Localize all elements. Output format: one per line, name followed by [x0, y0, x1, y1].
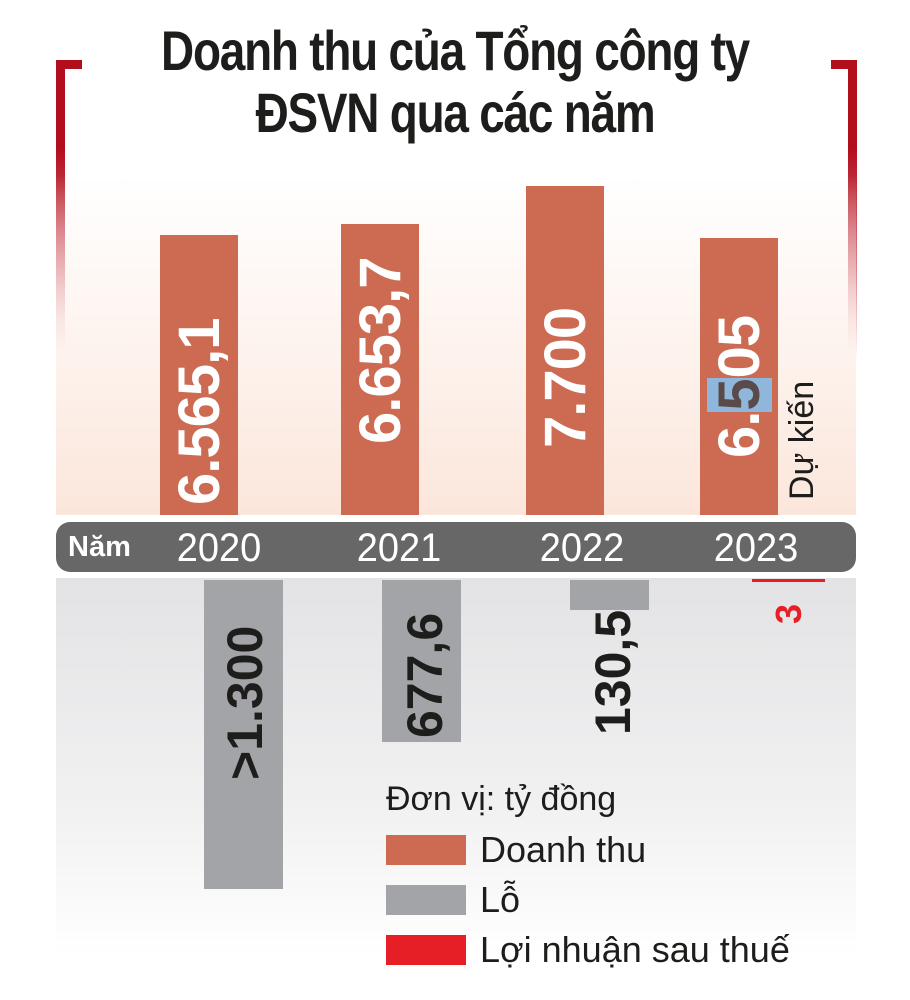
legend-label-revenue: Doanh thu	[480, 829, 647, 870]
revenue-bar-2021: 6.653,7	[341, 224, 419, 515]
revenue-label-2023: 6.505	[706, 316, 773, 458]
chart-title: Doanh thu của Tổng công ty ĐSVN qua các …	[148, 20, 763, 144]
legend-swatch-loss	[386, 885, 466, 915]
legend-item-loss: Lỗ	[386, 875, 790, 925]
legend-label-loss: Lỗ	[480, 879, 521, 920]
revenue-label-2022: 7.700	[533, 307, 598, 448]
revenue-label-2023-highlight: 5	[707, 378, 772, 412]
loss-label-2022: 130,5	[585, 609, 641, 735]
forecast-note: Dự kiến	[783, 380, 821, 500]
axis-year-2022: 2022	[539, 526, 625, 570]
revenue-label-2023-part3: 05	[707, 315, 772, 379]
legend-item-profit: Lợi nhuận sau thuế	[386, 925, 790, 975]
revenue-label-2021: 6.653,7	[348, 257, 413, 444]
axis-year-2021: 2021	[356, 526, 442, 570]
legend-swatch-profit	[386, 935, 466, 965]
profit-label-2023: 3	[768, 603, 809, 624]
legend-item-revenue: Doanh thu	[386, 825, 790, 875]
legend-label-profit: Lợi nhuận sau thuế	[480, 929, 790, 970]
loss-bar-2020	[204, 580, 283, 889]
revenue-label-2023-part1: 6.	[707, 411, 772, 458]
axis-year-2023: 2023	[713, 526, 799, 570]
legend-unit: Đơn vị: tỷ đồng	[386, 780, 617, 818]
loss-bar-2021	[382, 580, 461, 742]
revenue-bar-2023: 6.505	[700, 238, 778, 515]
chart-title-line2: ĐSVN qua các năm	[255, 81, 656, 144]
year-axis: Năm 2020 2021 2022 2023	[56, 522, 856, 572]
legend-swatch-revenue	[386, 835, 466, 865]
loss-label-2020: >1.300	[217, 625, 273, 780]
axis-label: Năm	[68, 531, 131, 563]
revenue-label-2020: 6.565,1	[167, 318, 232, 505]
loss-bar-2022	[570, 580, 649, 610]
axis-year-2020: 2020	[176, 526, 262, 570]
legend: Đơn vị: tỷ đồng Doanh thu Lỗ Lợi nhuận s…	[386, 780, 790, 975]
loss-label-2021: 677,6	[397, 612, 453, 738]
revenue-bar-2022: 7.700	[526, 186, 604, 515]
revenue-bar-2020: 6.565,1	[160, 235, 238, 515]
chart-title-line1: Doanh thu của Tổng công ty	[161, 19, 750, 82]
profit-bar-2023	[752, 579, 825, 582]
